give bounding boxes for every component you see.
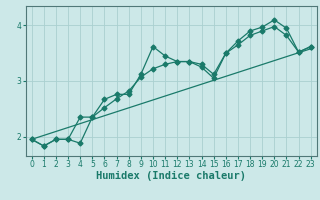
X-axis label: Humidex (Indice chaleur): Humidex (Indice chaleur)	[96, 171, 246, 181]
